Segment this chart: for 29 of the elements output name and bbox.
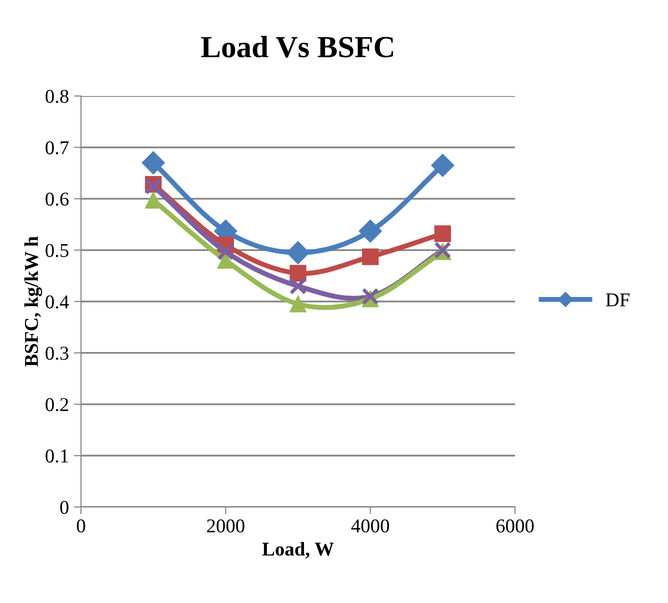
y-tick-label: 0.6 [46,192,69,206]
x-tick-label: 2000 [207,519,244,532]
point [431,154,454,177]
y-tick-label: 0.2 [46,398,68,412]
point [434,225,451,242]
x-tick-label: 6000 [496,519,534,532]
y-tick-label: 0.7 [46,141,69,154]
point [217,252,234,269]
point [290,296,306,312]
y-tick-label: 0 [60,500,68,514]
y-tick-label: 0.1 [46,449,68,463]
point [286,241,310,264]
x-tick-label: 4000 [351,519,390,532]
y-tick-label: 0.4 [46,295,69,309]
point [289,277,307,295]
y-tick-label: 0.8 [46,90,68,104]
x-tick-label: 0 [76,519,86,532]
point [142,151,165,174]
legend-label: DF [606,294,630,306]
y-tick-label: 0.3 [46,346,68,360]
point [145,192,162,209]
point [216,242,234,260]
point [358,220,382,243]
y-axis-title: BSFC, kg/kW h [24,236,42,367]
point [362,248,379,266]
chart-title: Load Vs BSFC [201,36,394,58]
y-tick-label: 0.5 [46,244,68,258]
point [290,264,306,282]
x-axis-title: Load, W [262,542,334,558]
